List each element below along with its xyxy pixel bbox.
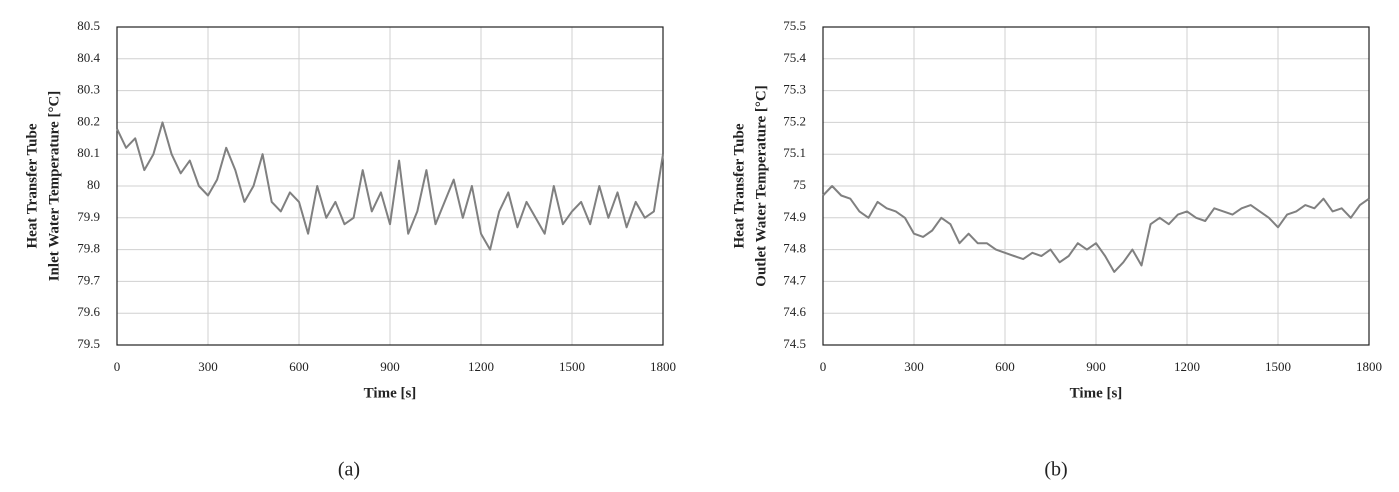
y-tick-label: 74.7 bbox=[783, 272, 806, 287]
y-tick-label: 74.9 bbox=[783, 209, 806, 224]
y-axis-title: Heat Transfer Tube bbox=[24, 123, 40, 248]
x-tick-label: 0 bbox=[820, 359, 827, 374]
x-tick-label: 600 bbox=[289, 359, 309, 374]
y-tick-label: 80.1 bbox=[77, 145, 100, 160]
y-tick-label: 79.7 bbox=[77, 272, 100, 287]
y-axis-title: Heat Transfer Tube bbox=[731, 123, 747, 248]
y-tick-label: 75.2 bbox=[783, 113, 806, 128]
x-tick-label: 1200 bbox=[468, 359, 494, 374]
x-tick-label: 1500 bbox=[1265, 359, 1291, 374]
y-tick-label: 74.5 bbox=[783, 336, 806, 351]
x-tick-label: 300 bbox=[198, 359, 218, 374]
caption: (b) bbox=[1044, 459, 1067, 481]
y-tick-label: 75.3 bbox=[783, 82, 806, 97]
x-tick-label: 600 bbox=[995, 359, 1015, 374]
plot-frame bbox=[116, 26, 664, 346]
y-tick-label: 79.6 bbox=[77, 304, 100, 319]
y-tick-label: 75.1 bbox=[783, 145, 806, 160]
y-tick-label: 79.5 bbox=[77, 336, 100, 351]
x-tick-label: 1800 bbox=[650, 359, 676, 374]
y-tick-label: 79.9 bbox=[77, 209, 100, 224]
x-tick-label: 300 bbox=[904, 359, 924, 374]
data-line bbox=[116, 121, 664, 251]
plot-frame bbox=[822, 26, 1370, 346]
x-tick-label: 0 bbox=[114, 359, 121, 374]
y-tick-label: 75.4 bbox=[783, 50, 806, 65]
x-tick-label: 1800 bbox=[1356, 359, 1382, 374]
y-tick-label: 80.4 bbox=[77, 50, 100, 65]
y-axis-title: Inlet Water Temperature [°C] bbox=[46, 91, 62, 282]
y-tick-label: 74.8 bbox=[783, 241, 806, 256]
y-tick-label: 80.5 bbox=[77, 18, 100, 33]
data-line bbox=[822, 185, 1370, 273]
x-tick-label: 900 bbox=[380, 359, 400, 374]
y-tick-label: 80.3 bbox=[77, 82, 100, 97]
caption: (a) bbox=[338, 459, 360, 481]
y-tick-label: 75.5 bbox=[783, 18, 806, 33]
x-axis-title: Time [s] bbox=[1070, 385, 1123, 401]
x-tick-label: 900 bbox=[1086, 359, 1106, 374]
x-tick-label: 1500 bbox=[559, 359, 585, 374]
y-tick-label: 80 bbox=[87, 177, 100, 192]
y-axis-title: Outlet Water Temperature [°C] bbox=[753, 85, 769, 286]
x-tick-label: 1200 bbox=[1174, 359, 1200, 374]
y-tick-label: 80.2 bbox=[77, 113, 100, 128]
y-tick-label: 75 bbox=[793, 177, 806, 192]
y-tick-label: 79.8 bbox=[77, 241, 100, 256]
y-tick-label: 74.6 bbox=[783, 304, 806, 319]
x-axis-title: Time [s] bbox=[364, 385, 417, 401]
